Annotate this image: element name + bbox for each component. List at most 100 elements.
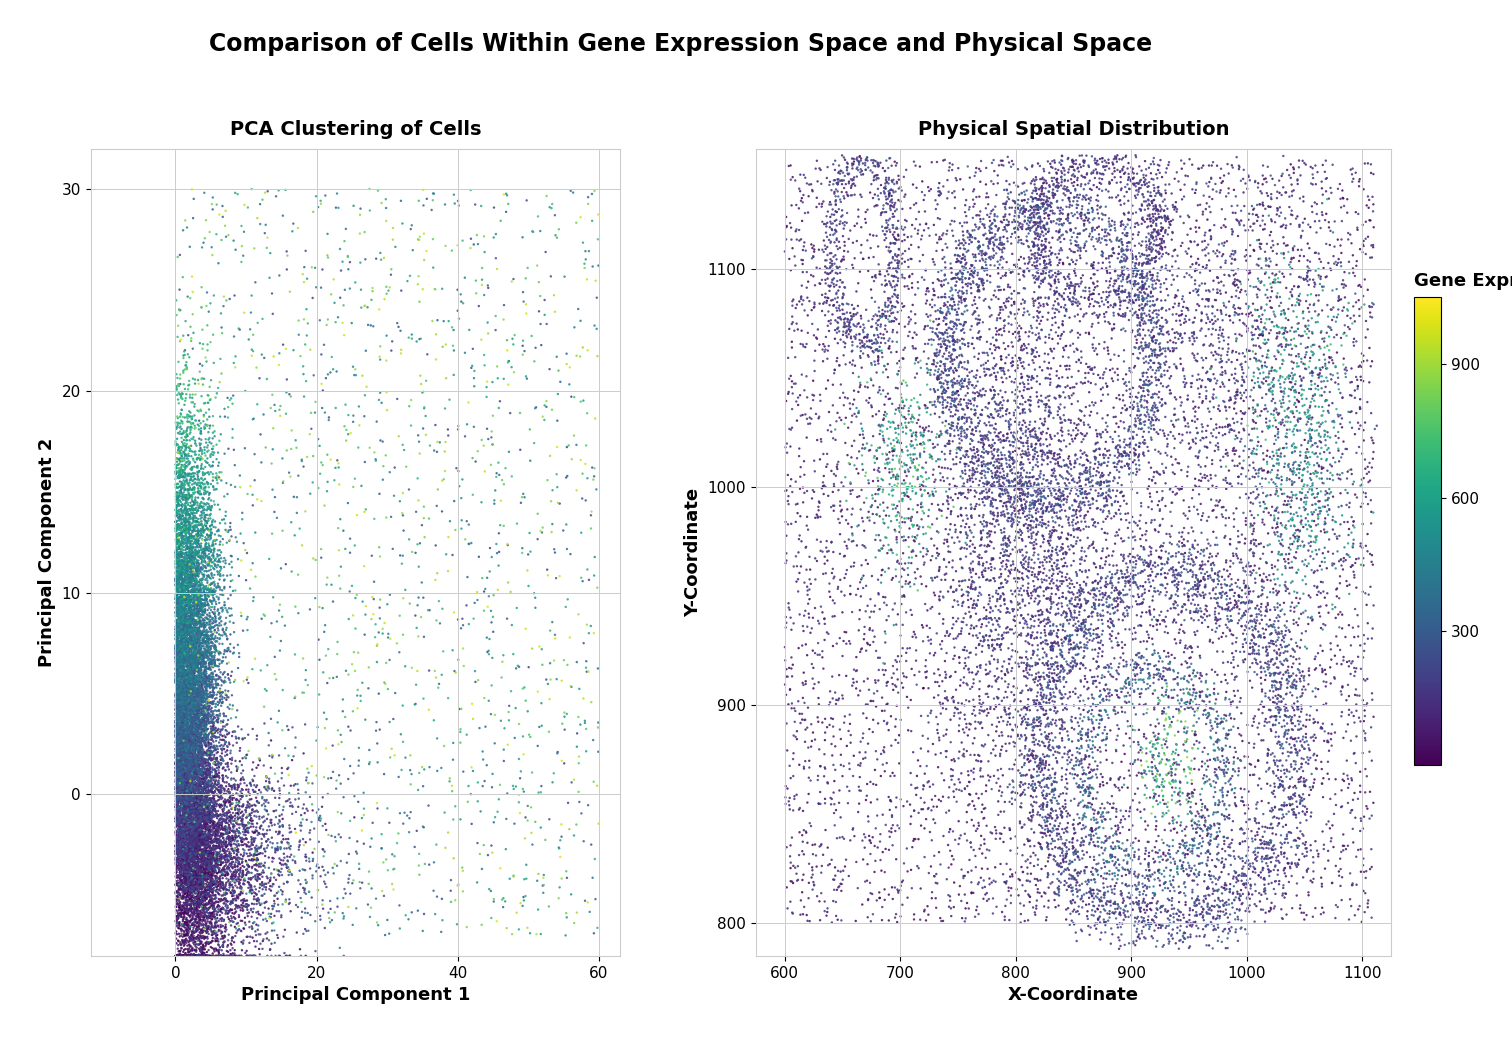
Point (166, 846, 191, 863)
Point (168, 702, 192, 719)
Point (1083, 672, 1107, 689)
Point (191, 744, 215, 761)
Point (1070, 875, 1095, 892)
Point (1284, 439, 1308, 456)
Point (1182, 866, 1207, 883)
Point (186, 706, 210, 723)
Point (171, 850, 195, 867)
Point (171, 754, 195, 771)
Point (1104, 741, 1128, 758)
Point (209, 350, 233, 367)
Point (174, 858, 198, 875)
Point (195, 698, 219, 715)
Point (1126, 895, 1151, 912)
Point (983, 819, 1007, 836)
Point (1314, 324, 1338, 341)
Point (186, 862, 210, 879)
Point (962, 442, 986, 459)
Point (186, 700, 210, 717)
Point (207, 606, 231, 623)
Point (189, 785, 213, 802)
Point (1134, 398, 1158, 415)
Point (168, 670, 192, 687)
Point (187, 582, 212, 599)
Point (960, 246, 984, 263)
Point (1358, 579, 1382, 596)
Point (921, 450, 945, 467)
Point (507, 658, 531, 675)
Point (948, 827, 972, 844)
Point (1299, 465, 1323, 482)
Point (1043, 451, 1067, 468)
Point (171, 706, 195, 723)
Point (974, 563, 998, 580)
Point (1137, 337, 1161, 354)
Point (1054, 761, 1078, 778)
Point (956, 443, 980, 460)
Point (166, 626, 191, 643)
Point (203, 622, 227, 639)
Point (1217, 462, 1241, 479)
Point (166, 847, 191, 864)
Point (1326, 255, 1350, 272)
Point (1176, 868, 1201, 885)
Point (1045, 856, 1069, 873)
Point (845, 215, 869, 232)
Point (992, 294, 1016, 311)
Point (1149, 230, 1173, 247)
Point (201, 941, 225, 958)
Point (224, 896, 248, 913)
Point (198, 521, 222, 538)
Point (184, 588, 209, 605)
Point (1093, 573, 1117, 590)
Point (1353, 870, 1377, 887)
Point (1055, 900, 1080, 917)
Point (1061, 472, 1086, 489)
Point (897, 699, 921, 716)
Point (1142, 212, 1166, 229)
Point (1225, 594, 1249, 611)
Point (168, 649, 192, 666)
Point (1244, 206, 1269, 223)
Point (869, 562, 894, 579)
Point (200, 714, 224, 731)
Point (1201, 337, 1225, 354)
Point (184, 715, 209, 732)
Point (168, 947, 192, 964)
Point (177, 631, 201, 648)
Point (854, 791, 878, 808)
Point (1136, 656, 1160, 673)
Point (1137, 582, 1161, 599)
Point (1143, 396, 1167, 413)
Point (1046, 266, 1070, 282)
Point (165, 754, 189, 771)
Point (1075, 425, 1099, 442)
Point (971, 245, 995, 262)
Point (869, 746, 894, 763)
Point (1033, 656, 1057, 673)
Point (189, 849, 213, 866)
Point (945, 613, 969, 630)
Point (1113, 419, 1137, 436)
Point (1157, 154, 1181, 171)
Point (165, 709, 189, 726)
Point (225, 922, 249, 939)
Point (209, 876, 233, 893)
Point (181, 566, 206, 583)
Point (225, 791, 249, 808)
Point (169, 594, 194, 611)
Point (1037, 494, 1061, 511)
Point (1187, 578, 1211, 595)
Point (177, 561, 201, 578)
Point (180, 506, 204, 523)
Point (200, 856, 224, 873)
Point (314, 821, 339, 838)
Point (206, 767, 230, 784)
Point (1261, 861, 1285, 878)
Point (1219, 602, 1243, 619)
Point (228, 787, 253, 804)
Point (1129, 607, 1154, 624)
Point (999, 795, 1024, 812)
Point (215, 834, 239, 851)
Point (1261, 765, 1285, 782)
